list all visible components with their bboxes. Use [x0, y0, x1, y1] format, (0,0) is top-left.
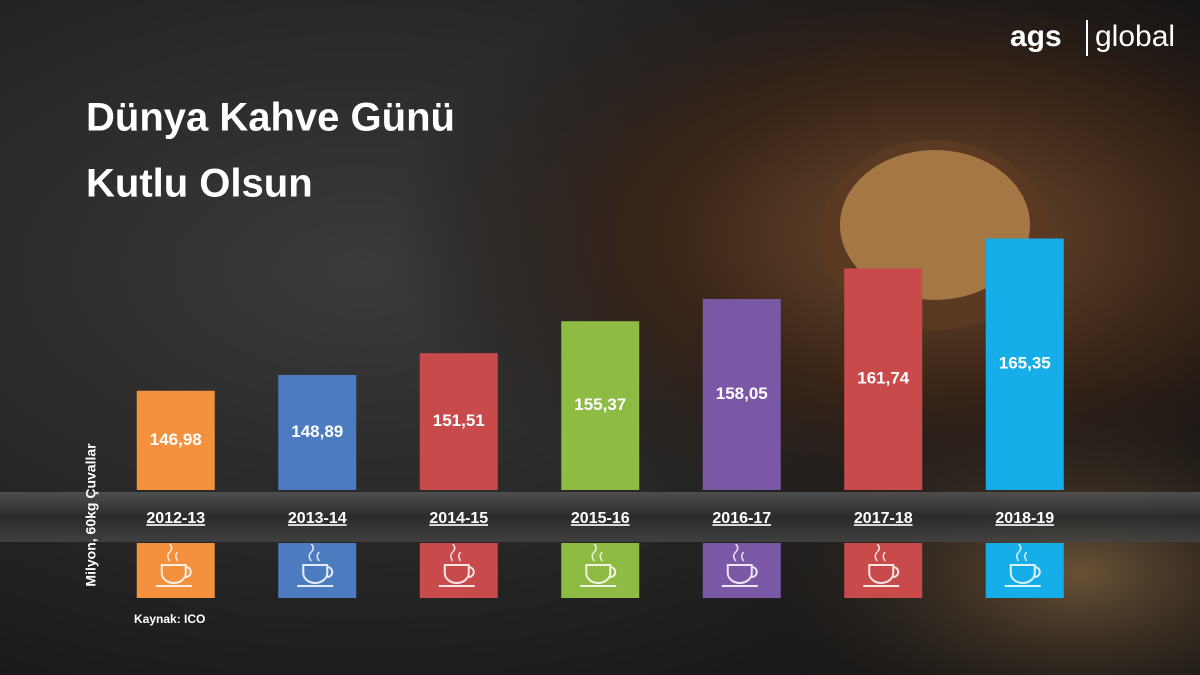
x-tick-label: 2015-16 — [571, 510, 630, 527]
cup-icon — [155, 564, 192, 587]
value-label: 158,05 — [716, 384, 768, 403]
x-tick-label: 2014-15 — [429, 510, 488, 527]
logo: ags — [1010, 20, 1062, 53]
bar — [561, 321, 640, 490]
value-label: 155,37 — [574, 395, 626, 414]
chart-title: Kutlu Olsun — [86, 162, 313, 206]
value-label: 161,74 — [857, 369, 910, 388]
title-group: Dünya Kahve Günü Kutlu Olsun — [86, 96, 455, 206]
cup-tile — [136, 543, 215, 598]
cup-tile — [419, 543, 498, 598]
cup-tile — [985, 543, 1064, 598]
x-tick-label: 2017-18 — [854, 510, 913, 527]
value-label: 146,98 — [150, 430, 202, 449]
cup-icon — [1004, 564, 1041, 587]
cup-icon — [721, 564, 758, 587]
cup-icon — [863, 564, 900, 587]
bar — [278, 374, 357, 490]
logo: global — [1095, 20, 1175, 53]
cup-tile — [844, 543, 923, 598]
bar — [136, 390, 215, 490]
coffee-surface — [840, 150, 1030, 300]
label-strip — [0, 492, 1200, 542]
x-tick-label: 2018-19 — [995, 510, 1054, 527]
cup-tile — [561, 543, 640, 598]
value-label: 151,51 — [433, 411, 485, 430]
cup-icon — [297, 564, 334, 587]
bar — [702, 299, 781, 490]
cup-icon — [438, 564, 475, 587]
steam-icon — [167, 543, 179, 562]
steam-icon — [450, 543, 462, 562]
bar — [985, 238, 1064, 490]
source: Kaynak: ICO — [134, 612, 205, 626]
cup-tile — [278, 543, 357, 598]
y-axis-label: Milyon, 60kg Çuvallar — [83, 443, 99, 587]
steam-icon — [1016, 543, 1028, 562]
value-label: 148,89 — [291, 422, 343, 441]
value-label: 165,35 — [999, 354, 1051, 373]
steam-icon — [591, 543, 603, 562]
chart-title: Dünya Kahve Günü — [86, 96, 455, 140]
steam-icon — [874, 543, 886, 562]
x-tick-label: 2013-14 — [288, 510, 347, 527]
cup-tile — [702, 543, 781, 598]
x-tick-label: 2016-17 — [712, 510, 771, 527]
cup-icon — [580, 564, 617, 587]
bar — [844, 268, 923, 490]
bar — [419, 353, 498, 490]
x-tick-label: 2012-13 — [146, 510, 205, 527]
steam-icon — [733, 543, 745, 562]
steam-icon — [308, 543, 320, 562]
